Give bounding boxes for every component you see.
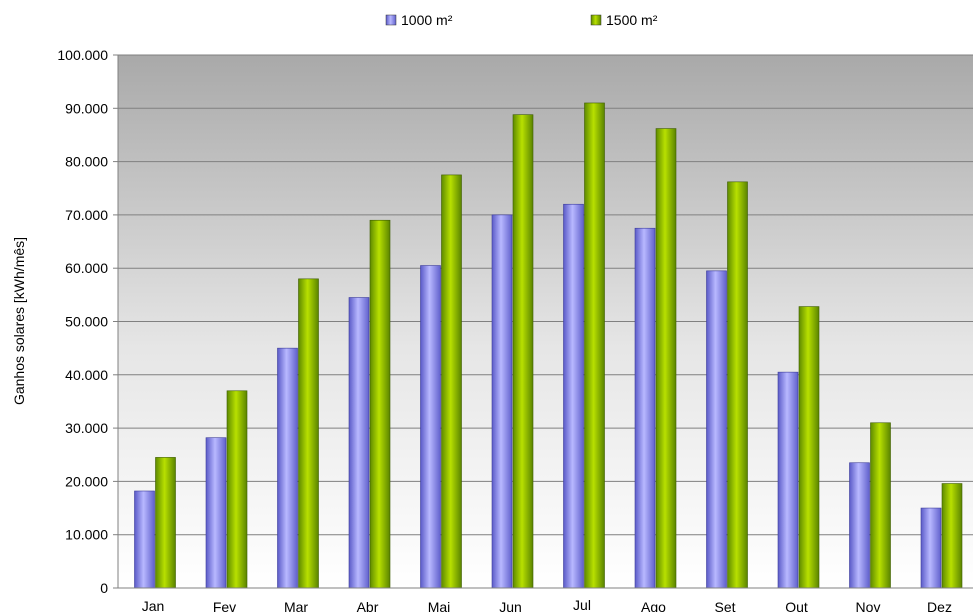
bar-1500-jan [155,457,176,589]
x-tick-label: Mai [428,599,451,612]
x-tick-labels: Jan Fev Mar Abr Mai Jun Jul Ago Set Out Nov Dez [142,597,952,612]
bar-1000-mar [277,347,298,589]
grid-lines [118,54,973,536]
y-tick-label: 30.000 [65,420,108,436]
x-tick-label: Dez [927,599,952,612]
bar-1000-abr [348,297,370,589]
legend-swatch-1000 [385,14,397,26]
bar-1500-abr [369,219,391,589]
y-tick-label: 40.000 [65,367,108,383]
bar-1000-ago [634,227,656,589]
y-tick-label: 50.000 [65,314,108,330]
bar-1500-jul [584,102,605,589]
bar-1000-dez [920,507,942,589]
legend-swatch-1500 [590,14,602,26]
x-tick-label: Ago [641,599,666,612]
y-tick-label: 60.000 [65,260,108,276]
bar-1000-jul [563,203,584,589]
bar-1000-mai [420,265,441,589]
bar-1500-fev [226,390,248,589]
bar-1000-jan [134,490,155,589]
y-tick-label: 10.000 [65,527,108,543]
bar-1500-mar [298,278,319,589]
legend: 1000 m² 1500 m² [385,12,658,28]
x-tick-label: Out [785,599,808,612]
x-tick-label: Nov [856,599,881,612]
bar-1000-jun [491,214,513,589]
bar-1500-dez [941,483,963,589]
bar-1500-nov [870,422,891,589]
bar-1000-out [777,371,799,589]
y-tick-label: 90.000 [65,100,108,116]
bar-1500-ago [655,128,677,589]
y-axis-title: Ganhos solares [kWh/mês] [11,237,27,405]
x-tick-label: Jun [499,599,522,612]
bar-1000-fev [205,437,227,589]
y-tick-label: 80.000 [65,154,108,170]
legend-label-1000: 1000 m² [401,12,453,28]
x-tick-label: Fev [213,599,236,612]
bars-layer [134,102,963,589]
x-tick-label: Jul [573,597,591,612]
bar-1500-mai [441,174,462,589]
y-tick-label: 70.000 [65,207,108,223]
bar-1500-jun [512,114,534,589]
y-tick-label: 20.000 [65,473,108,489]
x-tick-label: Abr [357,599,379,612]
legend-label-1500: 1500 m² [606,12,658,28]
bar-1000-set [706,270,727,589]
bar-1500-set [727,181,748,589]
x-tick-label: Set [714,599,735,612]
x-tick-label: Mar [284,599,308,612]
x-tick-label: Jan [142,598,165,612]
y-tick-labels: 0 10.000 20.000 30.000 40.000 50.000 60.000 70.… [57,47,118,596]
y-tick-label: 100.000 [57,47,108,63]
y-tick-label: 0 [100,580,108,596]
bar-1000-nov [849,462,870,589]
bar-1500-out [798,306,820,589]
